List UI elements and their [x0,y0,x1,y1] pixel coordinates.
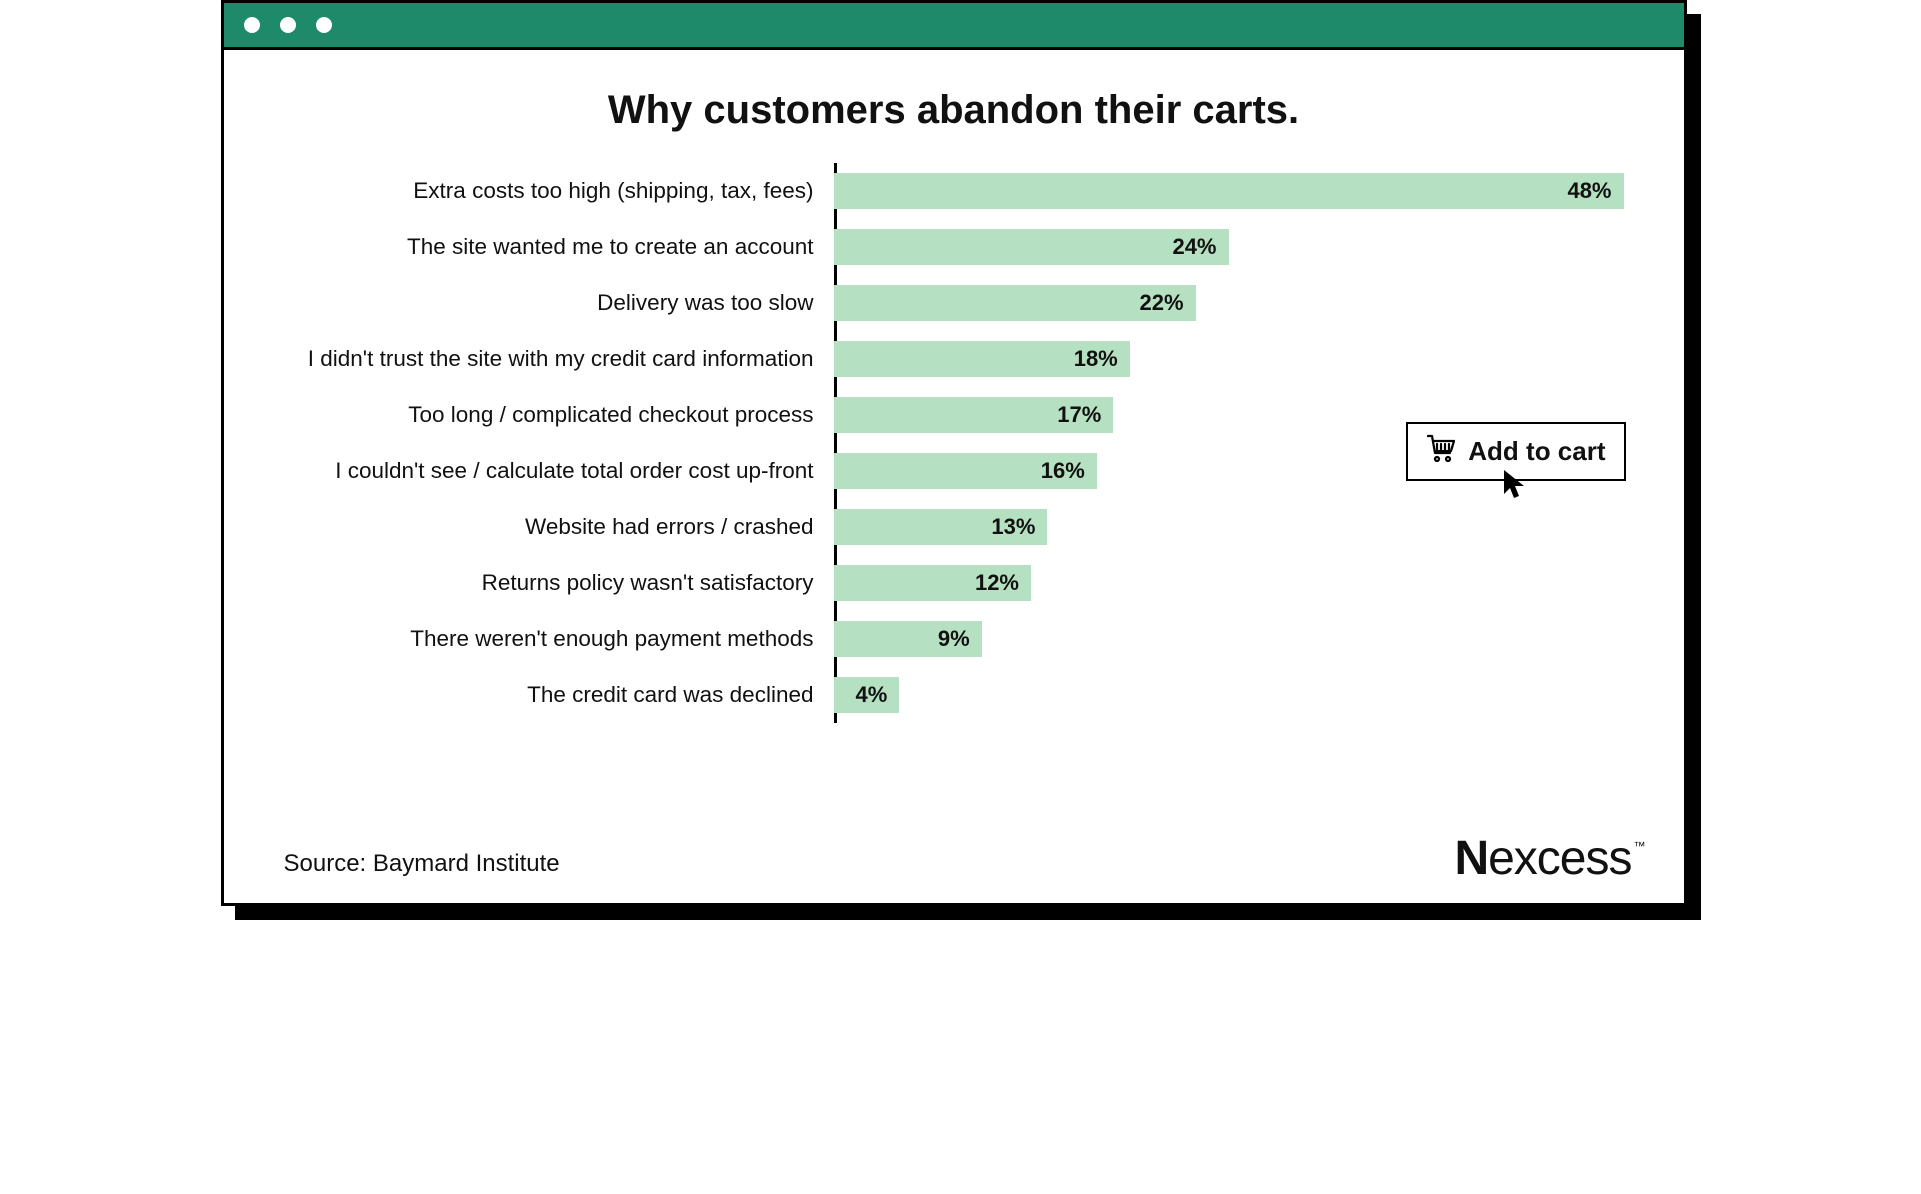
bar-value: 48% [1567,178,1611,204]
bar-value: 4% [856,682,888,708]
brand-rest: excess [1488,832,1631,885]
bar-label: Delivery was too slow [264,290,834,316]
add-to-cart-label: Add to cart [1468,436,1605,467]
bar-track: 9% [834,611,1644,667]
bar-fill: 9% [834,621,982,657]
bar-fill: 18% [834,341,1130,377]
bar-row: Website had errors / crashed 13% [264,499,1644,555]
bar-label: There weren't enough payment methods [264,626,834,652]
bar-value: 12% [975,570,1019,596]
bar-fill: 22% [834,285,1196,321]
bar-label: I couldn't see / calculate total order c… [264,458,834,484]
bar-track: 22% [834,275,1644,331]
bar-label: Extra costs too high (shipping, tax, fee… [264,178,834,204]
bar-row: Delivery was too slow 22% [264,275,1644,331]
bar-fill: 24% [834,229,1229,265]
cursor-icon [1500,468,1530,509]
bar-fill: 4% [834,677,900,713]
bar-label: The site wanted me to create an account [264,234,834,260]
bar-row: I didn't trust the site with my credit c… [264,331,1644,387]
bar-value: 18% [1074,346,1118,372]
bar-value: 22% [1140,290,1184,316]
bar-value: 16% [1041,458,1085,484]
chart-title: Why customers abandon their carts. [264,88,1644,133]
bar-track: 24% [834,219,1644,275]
bar-row: The credit card was declined 4% [264,667,1644,723]
bar-label: Too long / complicated checkout process [264,402,834,428]
source-text: Source: Baymard Institute [284,850,560,878]
bar-fill: 12% [834,565,1032,601]
content-area: Why customers abandon their carts. Extra… [224,50,1684,906]
stage: Why customers abandon their carts. Extra… [221,0,1701,920]
bar-row: Returns policy wasn't satisfactory 12% [264,555,1644,611]
bar-fill: 13% [834,509,1048,545]
trademark-symbol: ™ [1634,839,1646,853]
bar-value: 9% [938,626,970,652]
bar-track: 12% [834,555,1644,611]
add-to-cart-callout: Add to cart [1406,422,1625,481]
brand-initial: N [1454,832,1488,885]
bar-row: There weren't enough payment methods 9% [264,611,1644,667]
bar-value: 17% [1057,402,1101,428]
bar-row: Extra costs too high (shipping, tax, fee… [264,163,1644,219]
bar-label: Website had errors / crashed [264,514,834,540]
titlebar [224,3,1684,50]
browser-window: Why customers abandon their carts. Extra… [221,0,1687,906]
bar-value: 24% [1172,234,1216,260]
brand-logo: Nexcess™ [1454,831,1643,886]
window-dot-2 [280,17,296,33]
bar-track: 48% [834,163,1644,219]
bar-track: 4% [834,667,1644,723]
bar-fill: 48% [834,173,1624,209]
window-dot-3 [316,17,332,33]
bar-label: Returns policy wasn't satisfactory [264,570,834,596]
bar-label: The credit card was declined [264,682,834,708]
bar-track: 18% [834,331,1644,387]
bar-label: I didn't trust the site with my credit c… [264,346,834,372]
cart-icon [1426,434,1456,469]
bar-value: 13% [991,514,1035,540]
bar-fill: 16% [834,453,1097,489]
bar-row: The site wanted me to create an account 2… [264,219,1644,275]
window-dot-1 [244,17,260,33]
bar-fill: 17% [834,397,1114,433]
